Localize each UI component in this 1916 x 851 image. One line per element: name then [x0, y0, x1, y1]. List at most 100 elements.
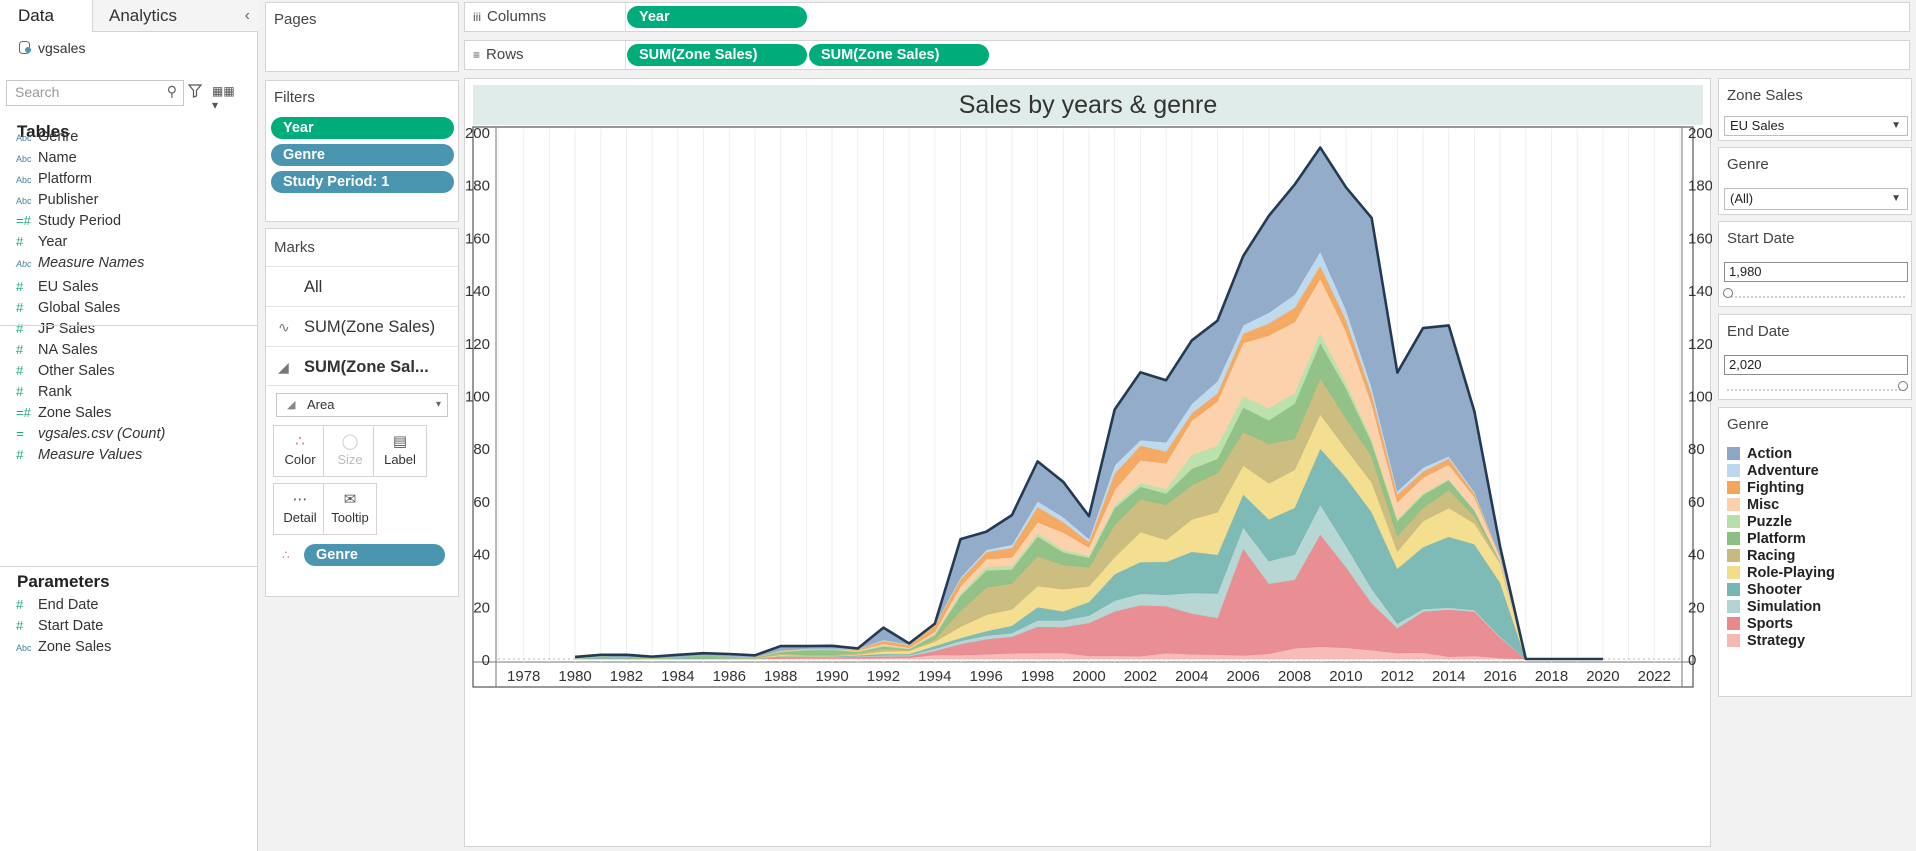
legend-item-shooter[interactable]: Shooter [1727, 580, 1802, 600]
filter-pill-year[interactable]: Year [271, 117, 454, 139]
y-tick-label-right: 200 [1688, 125, 1712, 142]
marks-tab-all-label: All [304, 278, 323, 296]
y-tick-label-left: 140 [465, 283, 490, 300]
legend-swatch [1727, 617, 1740, 630]
field-vgsales-csv-count[interactable]: = vgsales.csv (Count) [16, 424, 165, 444]
start-date-slider[interactable] [1727, 296, 1905, 300]
number-type-icon: # [16, 363, 24, 378]
color-pill-genre[interactable]: Genre [304, 544, 445, 566]
legend-swatch [1727, 464, 1740, 477]
field-platform[interactable]: Abc Platform [16, 169, 92, 189]
legend-swatch [1727, 583, 1740, 596]
number-type-icon: # [16, 234, 24, 249]
filter-pill-study-period[interactable]: Study Period: 1 [271, 171, 454, 193]
field-other-sales[interactable]: # Other Sales [16, 361, 115, 381]
parameter-zone-sales[interactable]: Abc Zone Sales [16, 637, 111, 657]
legend-label: Simulation [1747, 599, 1822, 615]
tab-data[interactable]: Data [0, 0, 92, 32]
y-tick-label-right: 160 [1688, 230, 1712, 247]
x-tick-label: 1988 [764, 668, 797, 685]
y-tick-label-left: 40 [473, 547, 490, 564]
legend-item-action[interactable]: Action [1727, 444, 1792, 464]
parameter-end-date[interactable]: # End Date [16, 595, 98, 615]
field-measure-names[interactable]: Abc Measure Names [16, 253, 144, 273]
mark-type-dropdown[interactable]: ◢ Area ▾ [276, 393, 448, 417]
legend-label: Racing [1747, 548, 1796, 564]
legend-label: Platform [1747, 531, 1806, 547]
search-icon: ⚲ [166, 83, 177, 99]
color-button[interactable]: ∴ Color [273, 425, 327, 477]
legend-item-simulation[interactable]: Simulation [1727, 597, 1821, 617]
chart-view[interactable]: Sales by years & genre 0 0 20 20 40 40 60 60 80 8… [464, 78, 1712, 848]
columns-divider [625, 3, 626, 31]
tooltip-button[interactable]: ✉ Tooltip [323, 483, 377, 535]
legend-item-adventure[interactable]: Adventure [1727, 461, 1819, 481]
tooltip-icon: ✉ [343, 491, 357, 508]
view-options-icon[interactable]: ▦▦ ▾ [212, 84, 235, 112]
y-tick-label-right: 80 [1688, 441, 1705, 458]
field-global-sales[interactable]: # Global Sales [16, 298, 120, 318]
start-date-slider-handle[interactable] [1723, 288, 1733, 298]
marks-tab-area[interactable]: ◢ SUM(Zone Sal... [266, 346, 458, 386]
number-type-icon: # [16, 321, 24, 336]
start-date-input[interactable]: 1,980 [1724, 262, 1908, 282]
legend-item-puzzle[interactable]: Puzzle [1727, 512, 1792, 532]
field-year[interactable]: # Year [16, 232, 67, 252]
field-name[interactable]: Abc Name [16, 148, 77, 168]
end-date-slider-handle[interactable] [1898, 381, 1908, 391]
pages-shelf[interactable]: Pages [265, 2, 459, 72]
legend-item-platform[interactable]: Platform [1727, 529, 1806, 549]
field-measure-values[interactable]: # Measure Values [16, 445, 142, 465]
legend-item-racing[interactable]: Racing [1727, 546, 1795, 566]
field-na-sales[interactable]: # NA Sales [16, 340, 98, 360]
legend-item-fighting[interactable]: Fighting [1727, 478, 1804, 498]
search-input[interactable]: Search ⚲ [6, 80, 184, 106]
legend-swatch [1727, 532, 1740, 545]
field-eu-sales[interactable]: # EU Sales [16, 277, 98, 297]
field-rank[interactable]: # Rank [16, 382, 72, 402]
legend-item-sports[interactable]: Sports [1727, 614, 1793, 634]
legend-item-misc[interactable]: Misc [1727, 495, 1779, 515]
field-label: NA Sales [38, 342, 98, 358]
legend-item-strategy[interactable]: Strategy [1727, 631, 1805, 651]
rows-shelf[interactable]: ≡ Rows SUM(Zone Sales) SUM(Zone Sales) [464, 40, 1910, 70]
detail-button[interactable]: ⋯ Detail [273, 483, 327, 535]
label-button-label: Label [384, 452, 416, 467]
genre-filter-dropdown[interactable]: (All) ▼ [1724, 188, 1908, 210]
datasource-name[interactable]: vgsales [18, 40, 85, 56]
legend-item-role-playing[interactable]: Role-Playing [1727, 563, 1835, 583]
marks-tab-all[interactable]: All [266, 266, 458, 306]
columns-shelf[interactable]: iii Columns Year [464, 2, 1910, 32]
field-jp-sales[interactable]: # JP Sales [16, 319, 95, 339]
rows-pill-zone-sales-1[interactable]: SUM(Zone Sales) [627, 44, 807, 66]
size-button[interactable]: ◯ Size [323, 425, 377, 477]
x-tick-label: 2016 [1483, 668, 1516, 685]
end-date-slider[interactable] [1727, 389, 1905, 393]
rows-pill-zone-sales-2[interactable]: SUM(Zone Sales) [809, 44, 989, 66]
field-zone-sales[interactable]: =# Zone Sales [16, 403, 111, 423]
filter-icon[interactable] [188, 84, 202, 98]
field-publisher[interactable]: Abc Publisher [16, 190, 98, 210]
end-date-input[interactable]: 2,020 [1724, 355, 1908, 375]
plot-frame [472, 126, 1694, 688]
zone-sales-dropdown[interactable]: EU Sales ▼ [1724, 116, 1908, 136]
label-button[interactable]: ▤ Label [373, 425, 427, 477]
x-tick-label: 2010 [1329, 668, 1362, 685]
x-tick-label: 2004 [1175, 668, 1208, 685]
tab-analytics[interactable]: Analytics ‹ [92, 0, 258, 32]
string-type-icon: Abc [16, 259, 32, 269]
filter-pill-genre[interactable]: Genre [271, 144, 454, 166]
field-label: vgsales.csv (Count) [38, 426, 166, 442]
x-tick-label: 1986 [713, 668, 746, 685]
collapse-left-icon[interactable]: ‹ [244, 7, 250, 24]
field-genre[interactable]: Abc Genre [16, 127, 78, 147]
columns-pill-year[interactable]: Year [627, 6, 807, 28]
field-label: Genre [38, 129, 79, 145]
rows-shelf-label: ≡ Rows [473, 46, 524, 63]
parameter-start-date[interactable]: # Start Date [16, 616, 103, 636]
marks-tab-line[interactable]: ∿ SUM(Zone Sales) [266, 306, 458, 346]
line-mark-icon: ∿ [278, 319, 290, 335]
filters-shelf[interactable]: Filters Year Genre Study Period: 1 [265, 80, 459, 222]
field-study-period[interactable]: =# Study Period [16, 211, 121, 231]
